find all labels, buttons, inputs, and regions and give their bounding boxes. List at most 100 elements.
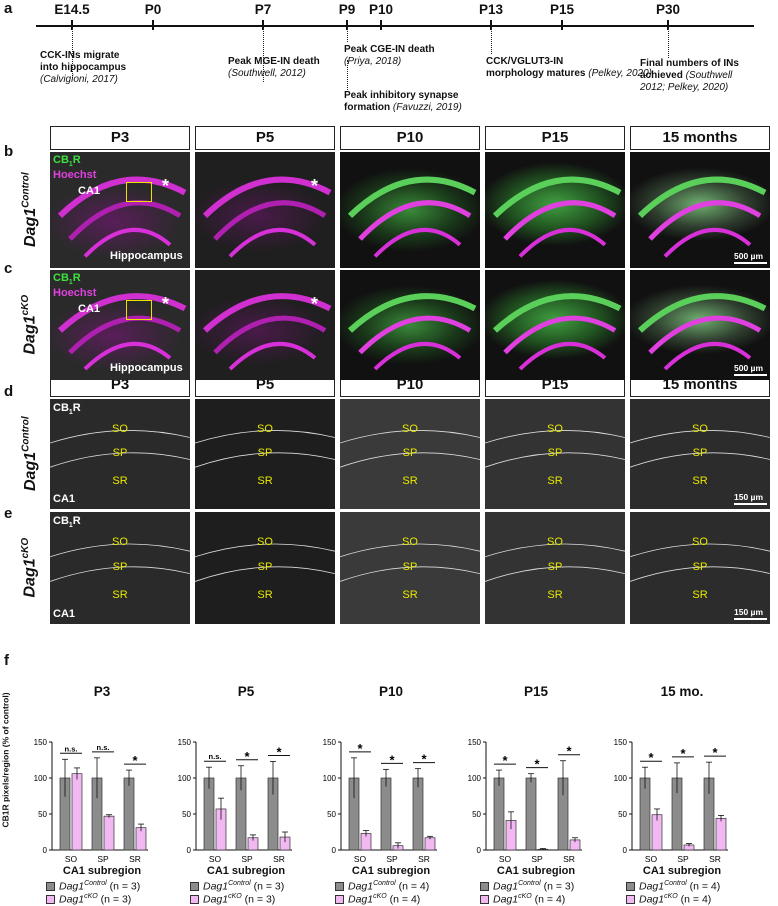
x-tick-label-sr: SR <box>563 854 575 864</box>
micrograph-hippocampus <box>195 152 335 268</box>
y-tick-label: 100 <box>468 774 482 783</box>
y-tick-label: 100 <box>178 774 192 783</box>
stain-label: CB1R <box>53 515 81 530</box>
x-tick-label-sp: SP <box>241 854 253 864</box>
micrograph-hippocampus <box>485 152 625 268</box>
significance-marker: n.s. <box>209 752 222 761</box>
timeline-connector <box>668 28 669 58</box>
timeline-tick <box>667 20 669 30</box>
timeline-connector <box>263 28 264 82</box>
chart-x-axis-label: CA1 subregion <box>496 865 576 877</box>
y-tick-label: 0 <box>187 846 192 855</box>
region-label-ca1: CA1 <box>53 608 76 620</box>
layer-label-so: SO <box>402 536 418 549</box>
timeline-tick <box>380 20 382 30</box>
layer-label-sr: SR <box>692 474 708 487</box>
micrograph-hippocampus <box>340 270 480 380</box>
legend-entry-control: Dag1Control (n = 3) <box>480 880 574 893</box>
micrograph-ca1: SO SP SR <box>630 512 770 624</box>
micrograph-ca1: SO SP SR <box>630 399 770 509</box>
significance-marker: * <box>132 753 138 768</box>
layer-label-sr: SR <box>547 589 563 601</box>
legend-entry-control: Dag1Control (n = 3) <box>46 880 140 893</box>
layer-label-so: SO <box>112 422 128 435</box>
bar-cko-so <box>71 773 83 851</box>
layer-label-sp: SP <box>547 561 563 573</box>
significance-marker: n.s. <box>97 743 110 752</box>
layer-label-so: SO <box>692 536 708 549</box>
scale-bar-label: 500 µm <box>734 251 763 261</box>
legend-entry-control: Dag1Control (n = 3) <box>190 880 284 893</box>
panel-label-c: c <box>4 260 13 277</box>
event-mge-death: Peak MGE-IN death (Southwell, 2012) <box>228 56 320 79</box>
scale-bar-label: 150 µm <box>734 492 763 502</box>
event-inhibitory-synapse: Peak inhibitory synapse formation (Favuzz… <box>344 90 462 113</box>
bar-control-so <box>493 777 505 851</box>
column-header-p10: P10 <box>340 126 480 150</box>
micrograph-hippocampus <box>50 270 190 380</box>
layer-label-so: SO <box>547 422 563 435</box>
scale-bar <box>734 262 767 264</box>
significance-marker: * <box>566 744 572 759</box>
chart-x-axis-label: CA1 subregion <box>206 865 286 877</box>
layer-label-sp: SP <box>112 561 128 573</box>
micrograph-ca1: SO SP SR <box>50 399 190 509</box>
layer-label-sp: SP <box>692 447 708 459</box>
significance-marker: * <box>276 744 282 759</box>
legend-swatch-control <box>46 881 55 891</box>
panel-label-a: a <box>4 0 13 17</box>
legend-swatch-control <box>335 881 344 891</box>
micrograph-ca1: SO SP SR <box>195 399 335 509</box>
significance-marker: * <box>421 752 427 767</box>
event-cge-death: Peak CGE-IN death (Priya, 2018) <box>344 44 435 67</box>
x-tick-label-so: SO <box>499 854 512 864</box>
structure-label-hippocampus: Hippocampus <box>110 362 183 374</box>
significance-marker: * <box>357 741 363 756</box>
y-tick-label: 50 <box>472 810 481 819</box>
timeline-tick <box>346 20 348 30</box>
layer-label-so: SO <box>112 536 128 549</box>
micrograph-hippocampus <box>340 152 480 268</box>
timeline-age-p13: P13 <box>478 2 504 17</box>
scale-bar <box>734 618 767 620</box>
bar-cko-sr <box>715 817 727 851</box>
layer-label-so: SO <box>692 422 708 435</box>
micrograph-ca1: SO SP SR <box>195 512 335 624</box>
ca1-inset-box <box>126 182 152 202</box>
layer-label-sr: SR <box>257 474 273 487</box>
asterisk-marker: * <box>162 294 170 314</box>
micrograph-hippocampus <box>630 152 770 268</box>
timeline-connector <box>491 28 492 54</box>
significance-marker: * <box>712 745 718 760</box>
y-tick-label: 0 <box>43 846 48 855</box>
legend-swatch-cko <box>335 894 344 904</box>
micrograph-hippocampus <box>485 270 625 380</box>
significance-marker: * <box>648 750 654 765</box>
y-tick-label: 100 <box>614 774 628 783</box>
chart-title: P5 <box>237 684 255 699</box>
layer-label-sp: SP <box>402 561 418 573</box>
y-tick-label: 150 <box>614 738 628 747</box>
layer-label-sp: SP <box>257 447 273 459</box>
x-tick-label-so: SO <box>65 854 78 864</box>
timeline-connector <box>347 60 348 90</box>
legend-entry-cko: Dag1cKO (n = 4) <box>335 893 420 906</box>
bar-control-sp <box>525 777 537 851</box>
asterisk-marker: * <box>311 176 319 196</box>
legend-entry-control: Dag1Control (n = 4) <box>626 880 720 893</box>
significance-marker: * <box>389 752 395 767</box>
legend-swatch-control <box>190 881 199 891</box>
chart-title: P3 <box>93 684 111 699</box>
bar-control-sr <box>123 777 135 851</box>
column-header-p5: P5 <box>195 126 335 150</box>
x-tick-label-sp: SP <box>97 854 109 864</box>
panel-label-d: d <box>4 383 14 400</box>
y-tick-label: 150 <box>468 738 482 747</box>
x-tick-label-sr: SR <box>418 854 430 864</box>
legend-swatch-cko <box>480 894 489 904</box>
bar-control-sp <box>380 777 392 851</box>
chart-title: P15 <box>523 684 549 699</box>
timeline-tick <box>71 20 73 30</box>
legend-entry-cko: Dag1cKO (n = 4) <box>626 893 711 906</box>
region-label-ca1: CA1 <box>78 303 101 315</box>
